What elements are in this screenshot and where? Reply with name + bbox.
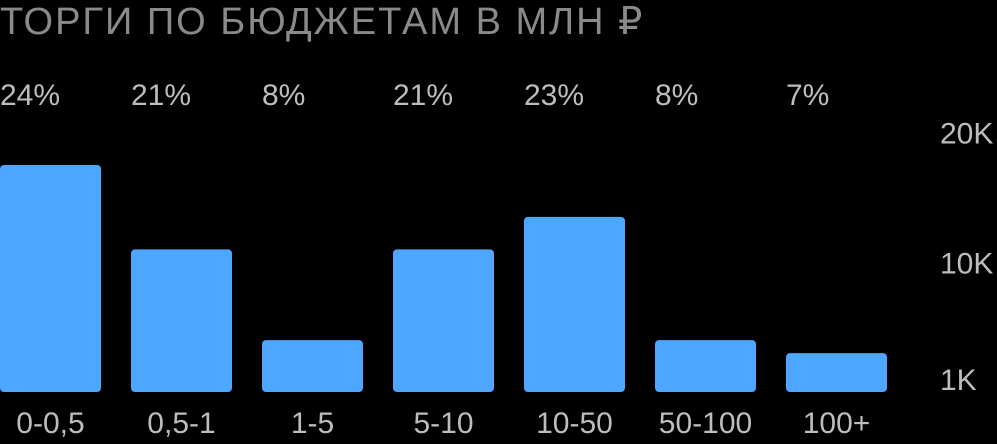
category-label-2: 1-5	[291, 407, 334, 440]
category-label-5: 50-100	[659, 407, 752, 440]
bars-group	[0, 165, 887, 392]
percent-labels-group: 24% 21% 8% 21% 23% 8% 7%	[0, 79, 829, 112]
percent-label-3: 21%	[393, 79, 453, 112]
y-tick-label-2: 20K	[940, 118, 993, 151]
percent-label-0: 24%	[0, 79, 60, 112]
bar-6	[786, 353, 887, 392]
percent-label-2: 8%	[262, 79, 305, 112]
bar-2	[262, 340, 363, 392]
percent-label-6: 7%	[786, 79, 829, 112]
y-tick-label-1: 10K	[940, 247, 993, 280]
y-tick-label-0: 1K	[940, 364, 977, 397]
bar-4	[524, 216, 625, 392]
percent-label-5: 8%	[655, 79, 698, 112]
category-label-0: 0-0,5	[16, 407, 84, 440]
bar-1	[131, 249, 232, 392]
y-axis-ticks-group: 1K 10K 20K	[940, 118, 993, 397]
category-label-6: 100+	[803, 407, 871, 440]
category-label-1: 0,5-1	[147, 407, 215, 440]
percent-label-4: 23%	[524, 79, 584, 112]
chart-title: ТОРГИ ПО БЮДЖЕТАМ В МЛН ₽	[0, 1, 645, 43]
category-label-3: 5-10	[413, 407, 473, 440]
percent-label-1: 21%	[131, 79, 191, 112]
bar-3	[393, 249, 494, 392]
bar-5	[655, 340, 756, 392]
bar-0	[0, 165, 101, 392]
category-label-4: 10-50	[536, 407, 613, 440]
category-labels-group: 0-0,5 0,5-1 1-5 5-10 10-50 50-100 100+	[16, 407, 870, 440]
